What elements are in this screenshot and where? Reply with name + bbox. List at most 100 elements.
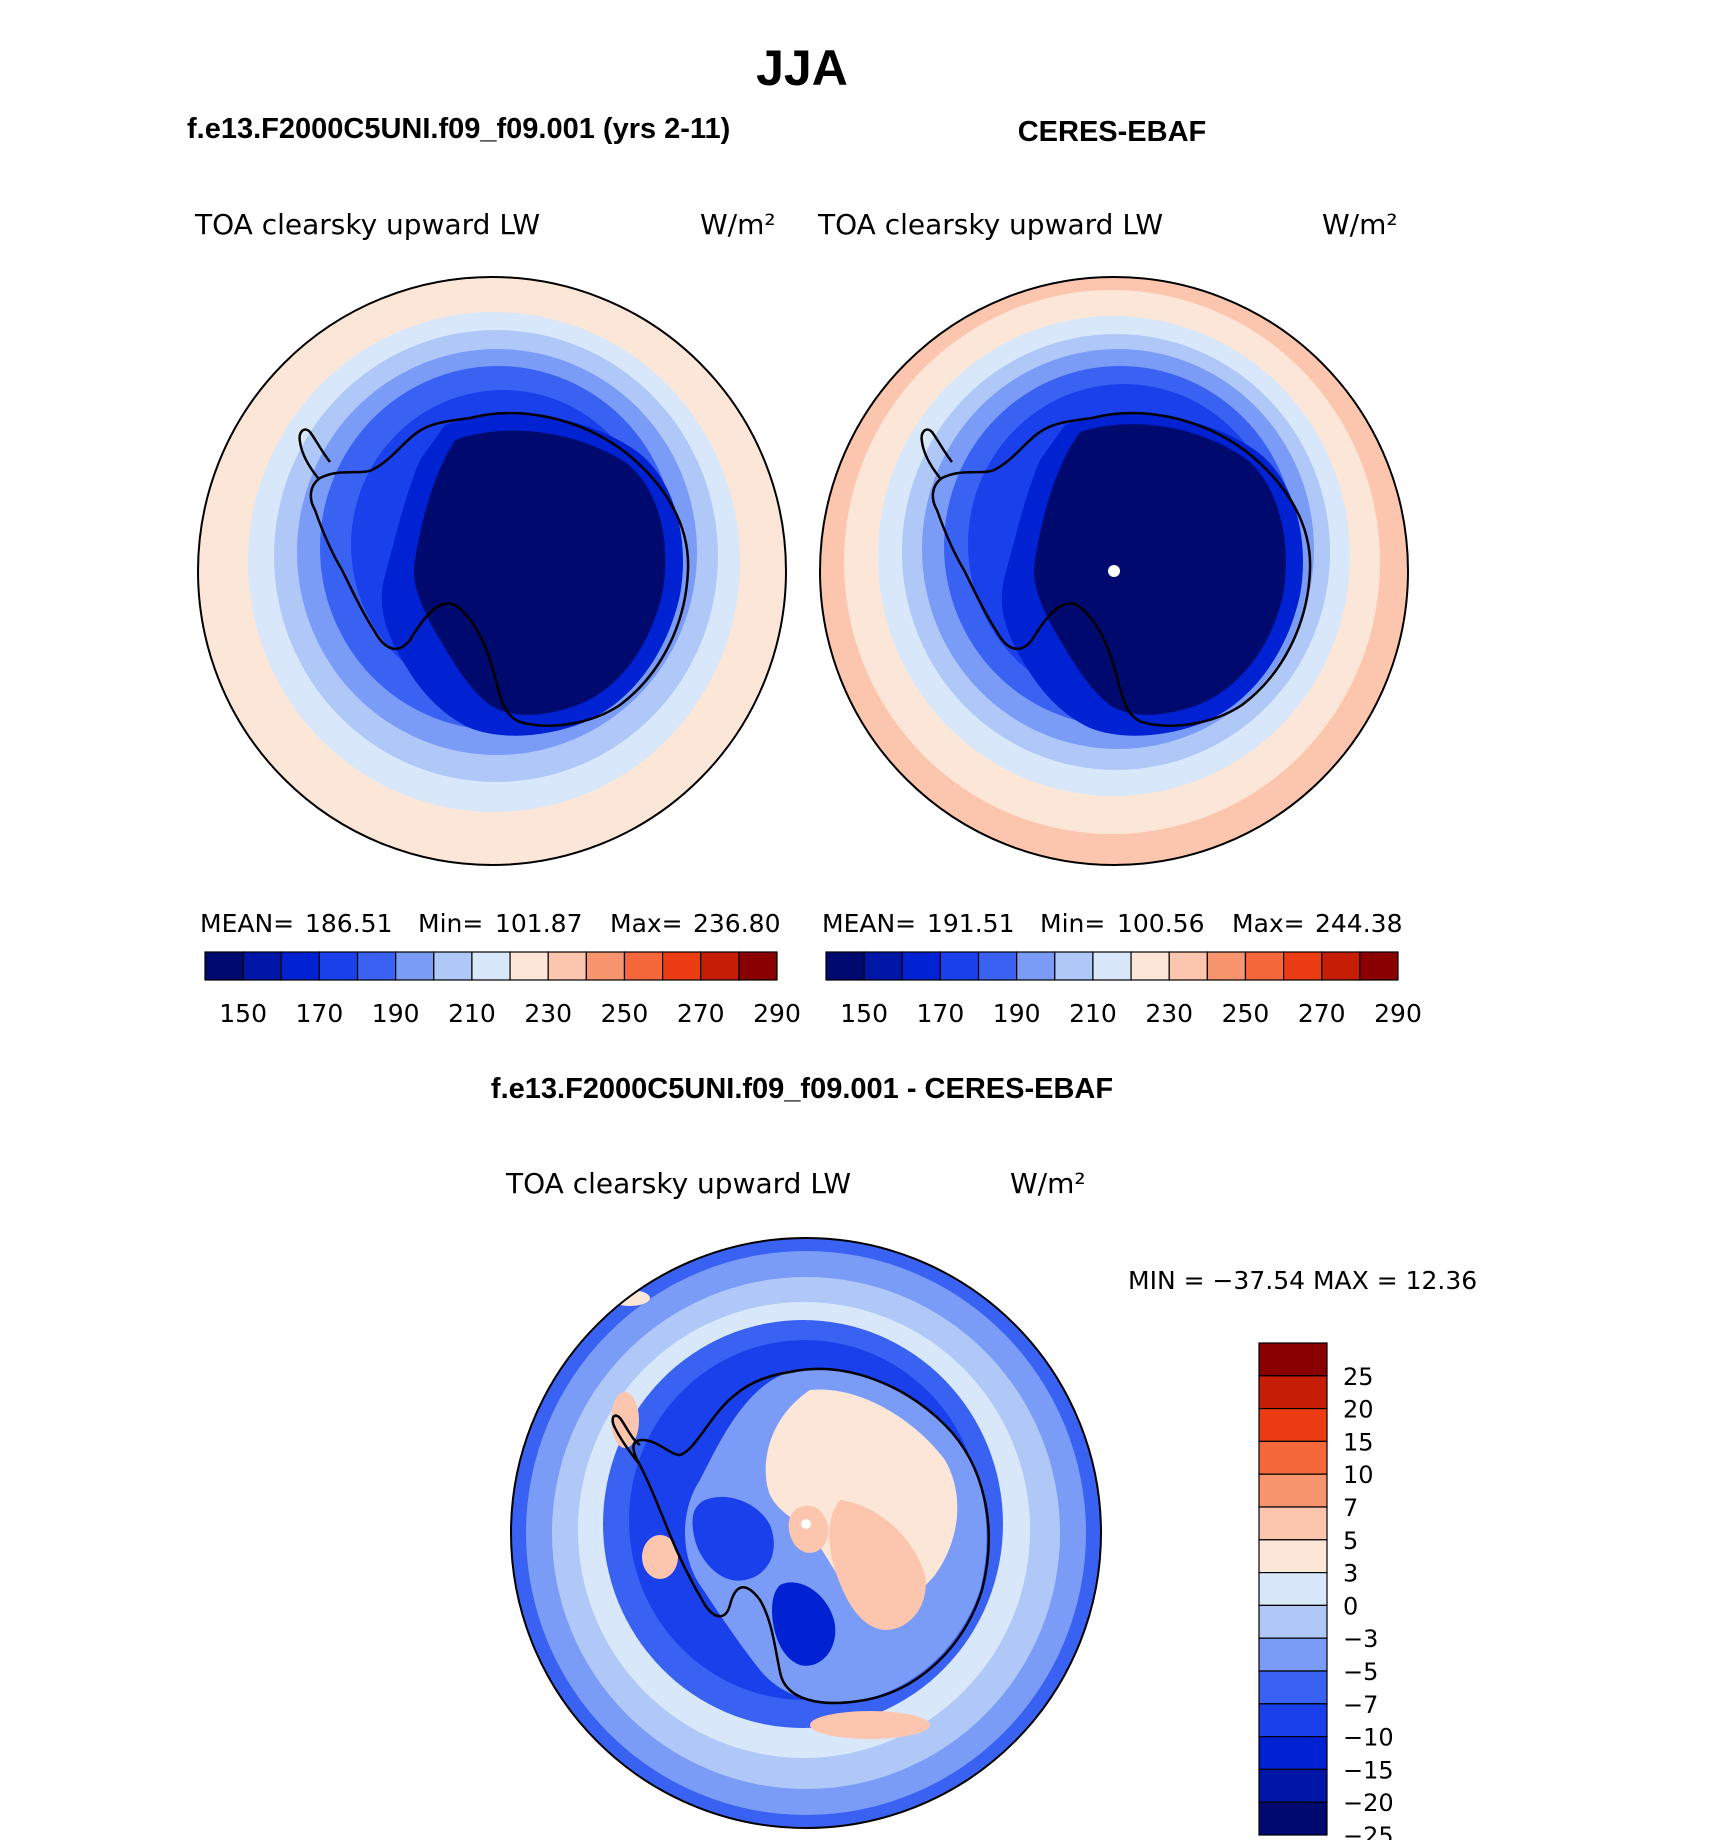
panel1-colorbar-swatch-13: [700, 951, 740, 981]
panel1-band-150: [414, 430, 666, 715]
panel2-mean-label: MEAN=: [822, 909, 916, 938]
panel3-colorbar-tick-label: −15: [1343, 1756, 1394, 1784]
panel1-colorbar-swatch-4: [356, 951, 397, 981]
panel3-colorbar-swatch-8: [1258, 1604, 1328, 1639]
panel2-colorbar-swatch-8: [1130, 951, 1170, 981]
panel2-colorbar-swatch-14: [1359, 951, 1399, 981]
panel2-band-150: [1034, 424, 1286, 715]
panel2-colorbar-tick-label: 270: [1298, 999, 1346, 1028]
panel1-colorbar-swatch-8: [509, 951, 549, 981]
panel2-colorbar-swatch-9: [1168, 951, 1208, 981]
panel1-colorbar-swatch-3: [318, 951, 359, 981]
panel2-colorbar-swatch-12: [1282, 951, 1323, 981]
panel3-band-5: [829, 1500, 926, 1630]
panel3-colorbar-tick-label: 10: [1343, 1461, 1374, 1489]
panel3-colorbar-swatch-2: [1258, 1407, 1328, 1442]
panel2-coastline: [931, 411, 1312, 727]
panel3-colorbar-swatch-3: [1258, 1440, 1328, 1475]
panel2-colorbar-tick-label: 250: [1222, 999, 1270, 1028]
panel3-colorbar-swatch-7: [1258, 1571, 1328, 1606]
panel2-colorbar-swatch-1: [863, 951, 903, 981]
panel3-colorbar-swatch-11: [1258, 1703, 1328, 1738]
panel1-stats: MEAN= 186.51 Min= 101.87 Max= 236.80: [200, 909, 780, 938]
panel1-min-label: Min=: [418, 909, 483, 938]
panel2-max-label: Max=: [1232, 909, 1305, 938]
panel3-colorbar-swatch-6: [1258, 1539, 1328, 1574]
panel1-colorbar-tick-label: 190: [372, 999, 420, 1028]
panel2-map: [819, 276, 1409, 866]
panel1-colorbar-swatch-9: [547, 951, 587, 981]
panel2-stats: MEAN= 191.51 Min= 100.56 Max= 244.38: [822, 909, 1402, 938]
panel1-max-value: 236.80: [693, 909, 780, 938]
panel2-variable-label: TOA clearsky upward LW: [817, 208, 1163, 241]
panel3-subtitle: f.e13.F2000C5UNI.f09_f09.001 - CERES-EBA…: [491, 1073, 1113, 1105]
panel3-colorbar-swatch-1: [1258, 1375, 1328, 1410]
panel3-colorbar-tick-label: 0: [1343, 1592, 1358, 1620]
panel3-band-pole: [788, 1505, 829, 1553]
panel1-colorbar-tick-label: 290: [753, 999, 801, 1028]
panel1-colorbar-swatch-12: [661, 951, 702, 981]
panel1-colorbar-tick-label: 170: [296, 999, 344, 1028]
panel3-band-3-north: [610, 1290, 650, 1306]
panel1-mean-value: 186.51: [305, 909, 392, 938]
panel1-colorbar-swatch-5: [395, 951, 435, 981]
panel3-map-border: [510, 1237, 1102, 1829]
panel2-colorbar-swatch-6: [1054, 951, 1094, 981]
panel2-colorbar-tick-label: 290: [1374, 999, 1422, 1028]
panel3-colorbar-tick-label: −20: [1343, 1789, 1394, 1817]
panel2-colorbar-swatch-0: [825, 951, 865, 981]
panel3-colorbar-tick-label: 7: [1343, 1494, 1358, 1522]
panel2-subtitle: CERES-EBAF: [1018, 116, 1207, 148]
panel3-band-neg15-inner: [692, 1496, 774, 1581]
panel3-band-5-ocean: [810, 1711, 930, 1739]
panel3-coastline: [632, 1367, 990, 1705]
panel3-colorbar-swatch-9: [1258, 1637, 1328, 1672]
panel1-colorbar-tick-label: 250: [601, 999, 649, 1028]
panel2-colorbar-swatch-5: [1016, 951, 1056, 981]
panel3-colorbar-swatch-4: [1258, 1473, 1328, 1508]
panel1-colorbar-tick-label: 230: [524, 999, 572, 1028]
panel1-colorbar-tick-label: 150: [219, 999, 267, 1028]
panel1-min-value: 101.87: [495, 909, 582, 938]
panel3-units-label: W/m²: [1010, 1167, 1086, 1200]
panel3-colorbar-swatch-5: [1258, 1506, 1328, 1541]
panel3-colorbar-tick-label: 25: [1343, 1363, 1374, 1391]
panel1-mean-label: MEAN=: [200, 909, 294, 938]
panel2-min-value: 100.56: [1117, 909, 1204, 938]
panel3-colorbar-tick-label: −5: [1343, 1658, 1378, 1686]
panel3-colorbar-swatch-14: [1258, 1801, 1328, 1836]
panel3-colorbar-swatch-10: [1258, 1670, 1328, 1705]
panel2-units-label: W/m²: [1322, 208, 1398, 241]
panel1-colorbar-swatch-0: [204, 951, 244, 981]
panel2-min-label: Min=: [1040, 909, 1105, 938]
panel2-max-value: 244.38: [1315, 909, 1402, 938]
panel2-mean-value: 191.51: [927, 909, 1014, 938]
panel3-colorbar-tick-label: 20: [1343, 1396, 1374, 1424]
panel1-units-label: W/m²: [700, 208, 776, 241]
panel2-colorbar-tick-label: 230: [1145, 999, 1193, 1028]
panel2-colorbar: 150 170 190 210 230 250 270 290: [825, 951, 1422, 1028]
panel3-band-5-west: [642, 1535, 678, 1579]
panel2-colorbar-tick-label: 210: [1069, 999, 1117, 1028]
panel3-colorbar-tick-label: −7: [1343, 1691, 1378, 1719]
panel3-colorbar: 25 20 15 10 7 5 3 0 −3 −5 −7 −10 −15 −20 −25: [1258, 1342, 1394, 1840]
panel2-peninsula: [920, 428, 953, 479]
panel1-colorbar-swatch-14: [738, 951, 778, 981]
panel1-map-border: [197, 276, 787, 866]
panel1-colorbar-swatch-1: [242, 951, 282, 981]
panel3-colorbar-swatch-0: [1258, 1342, 1328, 1377]
panel3-band-neg20: [772, 1582, 836, 1666]
panel2-colorbar-swatch-4: [977, 951, 1018, 981]
panel2-colorbar-swatch-11: [1244, 951, 1285, 981]
panel3-colorbar-tick-label: 3: [1343, 1560, 1358, 1588]
panel2-colorbar-swatch-3: [939, 951, 980, 981]
panel1-peninsula: [298, 428, 331, 479]
panel1-subtitle: f.e13.F2000C5UNI.f09_f09.001 (yrs 2-11): [187, 113, 730, 145]
panel1-map: [197, 276, 787, 866]
panel3-map: [510, 1237, 1102, 1829]
panel1-variable-label: TOA clearsky upward LW: [194, 208, 540, 241]
panel2-colorbar-tick-label: 150: [840, 999, 888, 1028]
panel1-colorbar-swatch-7: [471, 951, 511, 981]
panel3-stats: MIN = −37.54 MAX = 12.36: [1128, 1266, 1477, 1295]
panel3-colorbar-tick-label: −10: [1343, 1724, 1394, 1752]
